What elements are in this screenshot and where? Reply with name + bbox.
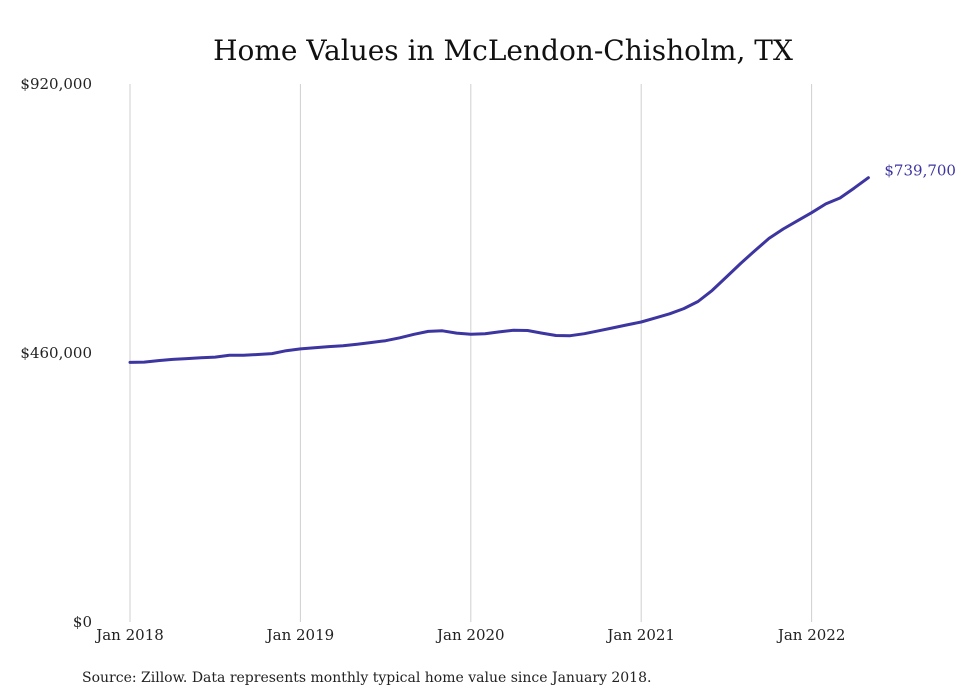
y-axis-ticks: $0 $460,000 $920,000	[20, 75, 92, 631]
y-tick-label: $460,000	[20, 344, 92, 362]
x-axis-ticks: Jan 2018 Jan 2019 Jan 2020 Jan 2021 Jan 2022	[94, 626, 845, 644]
series-line	[128, 176, 870, 364]
y-tick-label: $920,000	[20, 75, 92, 93]
x-tick-label: Jan 2018	[94, 626, 164, 644]
x-tick-label: Jan 2019	[265, 626, 335, 644]
x-tick-label: Jan 2022	[776, 626, 846, 644]
end-value-label: $739,700	[884, 162, 956, 180]
source-note: Source: Zillow. Data represents monthly …	[82, 670, 651, 686]
gridlines	[129, 84, 813, 622]
x-tick-label: Jan 2021	[605, 626, 675, 644]
chart-title: Home Values in McLendon-Chisholm, TX	[213, 34, 793, 67]
x-tick-label: Jan 2020	[435, 626, 505, 644]
series-layer	[128, 176, 870, 364]
y-tick-label: $0	[73, 613, 92, 631]
